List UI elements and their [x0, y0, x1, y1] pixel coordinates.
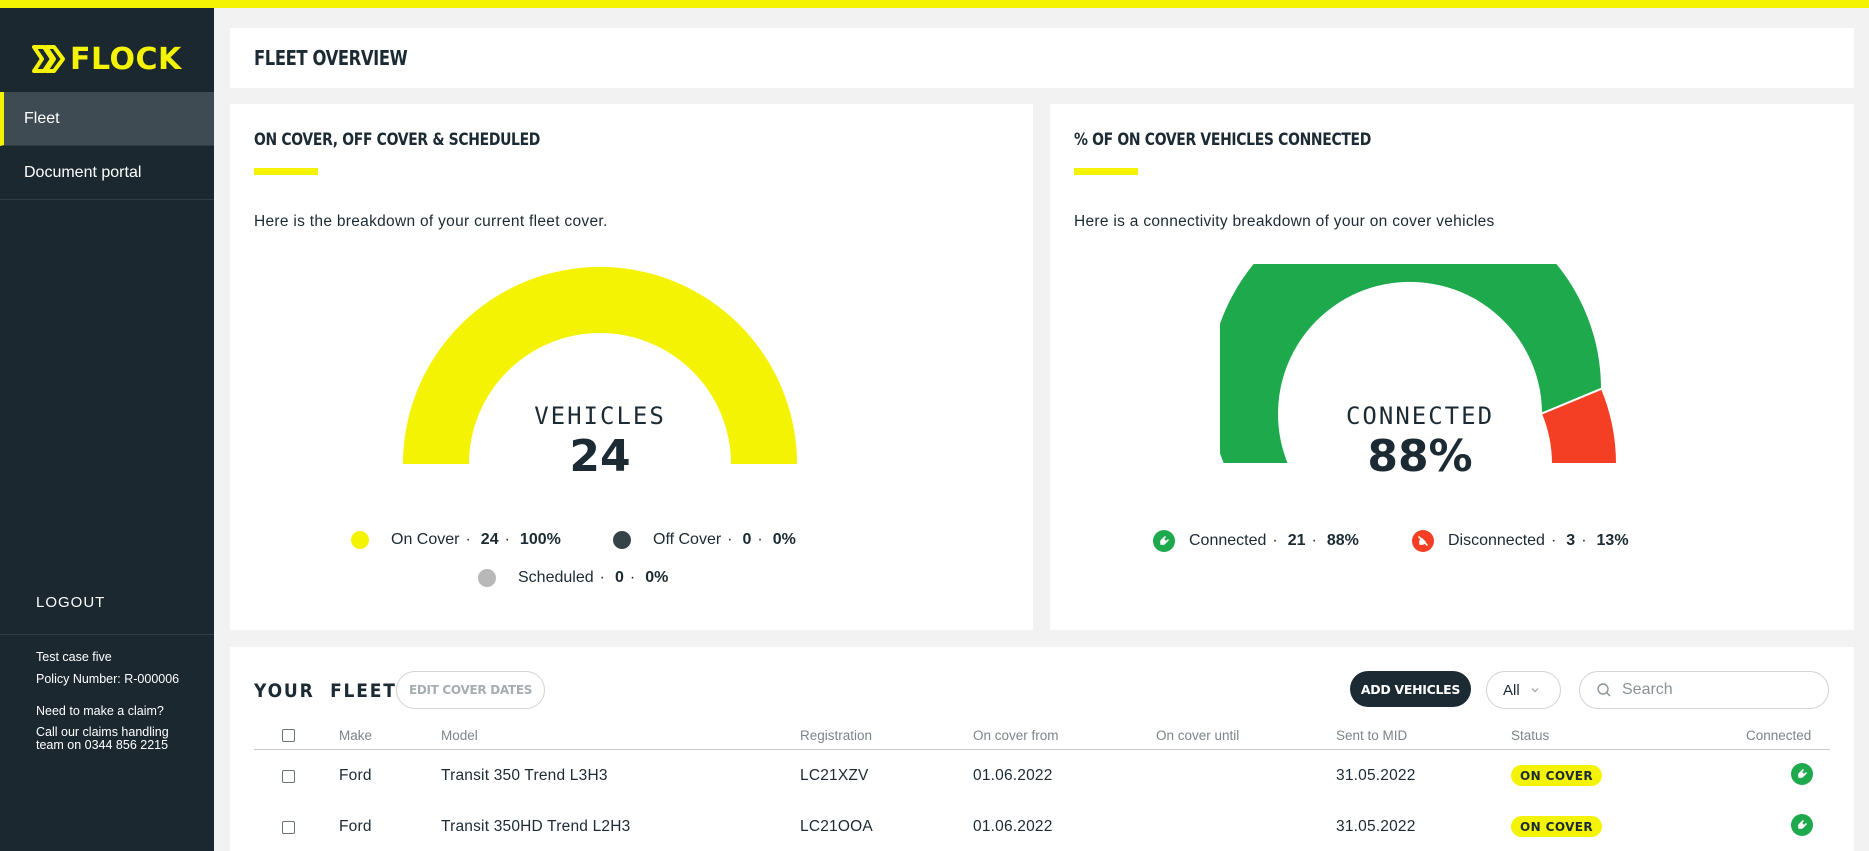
search-box[interactable] — [1579, 671, 1829, 709]
gauge-segment-on-cover — [403, 266, 797, 464]
title-underline — [1074, 168, 1138, 175]
status-badge: ON COVER — [1511, 765, 1603, 786]
edit-cover-dates-button[interactable]: EDIT COVER DATES — [396, 671, 545, 709]
add-vehicles-button[interactable]: ADD VEHICLES — [1350, 671, 1471, 707]
legend-percent: 100% — [519, 531, 561, 548]
cell-registration: LC21XZV — [800, 767, 869, 784]
connectivity-panel-description: Here is a connectivity breakdown of your… — [1074, 213, 1495, 230]
column-header-sent-to-mid[interactable]: Sent to MID — [1336, 728, 1408, 743]
cover-gauge-value: 24 — [569, 431, 631, 482]
row-checkbox[interactable] — [282, 821, 295, 834]
column-header-make[interactable]: Make — [339, 728, 373, 743]
connectivity-gauge-label: CONNECTED — [1345, 402, 1495, 430]
sidebar-item-label: Document portal — [24, 163, 142, 181]
logout-button[interactable]: LOGOUT — [36, 594, 106, 611]
legend-label: Off Cover — [653, 531, 722, 548]
cell-model: Transit 350 Trend L3H3 — [441, 767, 608, 784]
legend-connected: Connected · 21 · 88% — [1153, 530, 1359, 552]
logo-chevrons-icon — [32, 45, 65, 73]
legend-off-cover: Off Cover · 0 · 0% — [613, 531, 796, 549]
column-header-registration[interactable]: Registration — [800, 728, 873, 743]
cell-registration: LC21OOA — [800, 818, 873, 835]
sidebar-item-document-portal[interactable]: Document portal — [0, 146, 214, 200]
legend-label: Disconnected — [1448, 532, 1545, 549]
cover-panel: ON COVER, OFF COVER & SCHEDULED Here is … — [230, 104, 1033, 630]
plug-disconnected-icon — [1412, 530, 1434, 552]
legend-count: 0 — [742, 531, 752, 548]
legend-dot-dark — [613, 531, 631, 549]
fleet-title: YOUR FLEET — [254, 680, 397, 702]
brand-logo[interactable]: FLOCK — [32, 36, 182, 82]
search-icon — [1597, 683, 1611, 697]
legend-label: Scheduled — [518, 569, 594, 586]
legend-percent: 13% — [1596, 532, 1629, 549]
cover-panel-description: Here is the breakdown of your current fl… — [254, 213, 608, 230]
sidebar-item-label: Fleet — [24, 109, 60, 127]
sidebar-item-fleet[interactable]: Fleet — [0, 92, 214, 146]
claim-question: Need to make a claim? — [36, 704, 164, 718]
legend-disconnected: Disconnected · 3 · 13% — [1412, 530, 1629, 552]
row-checkbox[interactable] — [282, 770, 295, 783]
gauge-segment-disconnected — [1539, 387, 1619, 465]
top-accent-bar — [0, 0, 1869, 8]
page-header: FLEET OVERVIEW — [230, 28, 1854, 88]
legend-percent: 0% — [645, 569, 669, 586]
plug-connected-icon — [1791, 814, 1813, 836]
cover-panel-title: ON COVER, OFF COVER & SCHEDULED — [254, 130, 541, 150]
cell-on-cover-from: 01.06.2022 — [973, 767, 1053, 784]
sidebar-divider — [0, 634, 214, 635]
status-badge: ON COVER — [1511, 816, 1603, 837]
legend-dot-yellow — [351, 531, 369, 549]
claim-phone-info: Call our claims handling team on 0344 85… — [36, 725, 169, 752]
title-underline — [254, 168, 318, 175]
legend-count: 21 — [1287, 532, 1306, 549]
cell-make: Ford — [339, 767, 372, 784]
legend-label: On Cover — [391, 531, 460, 548]
connectivity-gauge — [1220, 264, 1619, 465]
filter-value: All — [1503, 681, 1520, 699]
cover-gauge-label: VEHICLES — [534, 402, 666, 430]
connectivity-gauge-value: 88% — [1367, 431, 1473, 482]
legend-percent: 0% — [772, 531, 796, 548]
cover-gauge — [403, 266, 797, 464]
select-all-checkbox[interactable] — [282, 729, 295, 742]
gauge-segment-connected — [1220, 264, 1604, 465]
search-input[interactable] — [1622, 681, 1812, 699]
cell-sent-to-mid: 31.05.2022 — [1336, 767, 1416, 784]
legend-percent: 88% — [1326, 532, 1359, 549]
legend-dot-grey — [478, 569, 496, 587]
plug-connected-icon — [1153, 530, 1175, 552]
legend-scheduled: Scheduled · 0 · 0% — [478, 569, 668, 587]
sidebar: FLOCK Fleet Document portal LOGOUT Test … — [0, 8, 214, 851]
connectivity-panel-title: % OF ON COVER VEHICLES CONNECTED — [1074, 130, 1371, 150]
policy-number: Policy Number: R-000006 — [36, 672, 180, 686]
connectivity-panel: % OF ON COVER VEHICLES CONNECTED Here is… — [1050, 104, 1854, 630]
fleet-table-card: YOUR FLEET EDIT COVER DATES ADD VEHICLES… — [230, 647, 1854, 851]
plug-connected-icon — [1791, 763, 1813, 785]
column-header-on-cover-from[interactable]: On cover from — [973, 728, 1059, 743]
status-filter-dropdown[interactable]: All — [1486, 671, 1561, 709]
policy-holder-name: Test case five — [36, 650, 112, 664]
legend-label: Connected — [1189, 532, 1267, 549]
legend-on-cover: On Cover · 24 · 100% — [351, 531, 561, 549]
cell-on-cover-from: 01.06.2022 — [973, 818, 1053, 835]
legend-count: 0 — [614, 569, 624, 586]
column-header-on-cover-until[interactable]: On cover until — [1156, 728, 1240, 743]
column-header-model[interactable]: Model — [441, 728, 478, 743]
column-header-connected[interactable]: Connected — [1746, 728, 1812, 743]
cell-make: Ford — [339, 818, 372, 835]
column-header-status[interactable]: Status — [1511, 728, 1550, 743]
cell-sent-to-mid: 31.05.2022 — [1336, 818, 1416, 835]
legend-count: 3 — [1566, 532, 1576, 549]
table-header-divider — [254, 749, 1830, 750]
chevron-down-icon — [1531, 688, 1539, 693]
legend-count: 24 — [480, 531, 499, 548]
brand-name: FLOCK — [70, 41, 182, 77]
page-title: FLEET OVERVIEW — [254, 46, 408, 70]
cell-model: Transit 350HD Trend L2H3 — [441, 818, 631, 835]
